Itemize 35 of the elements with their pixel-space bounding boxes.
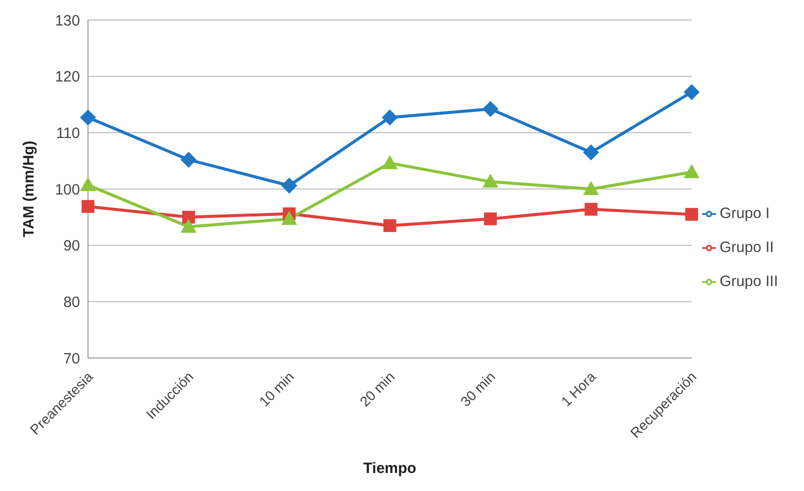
point: [382, 109, 398, 126]
point: [382, 155, 398, 170]
point: [80, 177, 96, 192]
point: [180, 152, 197, 168]
point: [281, 178, 298, 194]
point: [80, 109, 96, 126]
y-tick-label: 80: [63, 294, 80, 311]
point: [684, 164, 700, 178]
x-axis-title: Tiempo: [363, 460, 416, 477]
point: [482, 174, 498, 188]
point: [180, 218, 197, 233]
y-tick-label: 90: [63, 238, 80, 255]
point: [583, 144, 600, 160]
point: [182, 210, 196, 224]
point: [383, 219, 396, 232]
x-tick-label: 30 min: [457, 368, 498, 410]
point: [281, 210, 298, 225]
point: [583, 181, 600, 195]
point: [82, 200, 94, 213]
point: [685, 208, 698, 221]
y-tick-label: 70: [63, 350, 80, 368]
y-tick-label: 130: [54, 12, 80, 30]
x-tick-label: 10 min: [256, 368, 297, 410]
point: [584, 202, 598, 216]
y-axis-title: TAM (mm/Hg): [20, 140, 38, 238]
y-tick-label: 110: [56, 124, 80, 142]
x-tick-label: 20 min: [356, 368, 398, 410]
legend-label: Grupo III: [720, 273, 778, 290]
point: [684, 84, 700, 100]
y-tick-label: 100: [54, 181, 80, 198]
point: [482, 101, 498, 118]
legend-label: Grupo II: [720, 239, 774, 256]
point: [484, 212, 497, 226]
legend-label: Grupo I: [720, 205, 770, 222]
y-tick-label: 120: [54, 68, 80, 86]
